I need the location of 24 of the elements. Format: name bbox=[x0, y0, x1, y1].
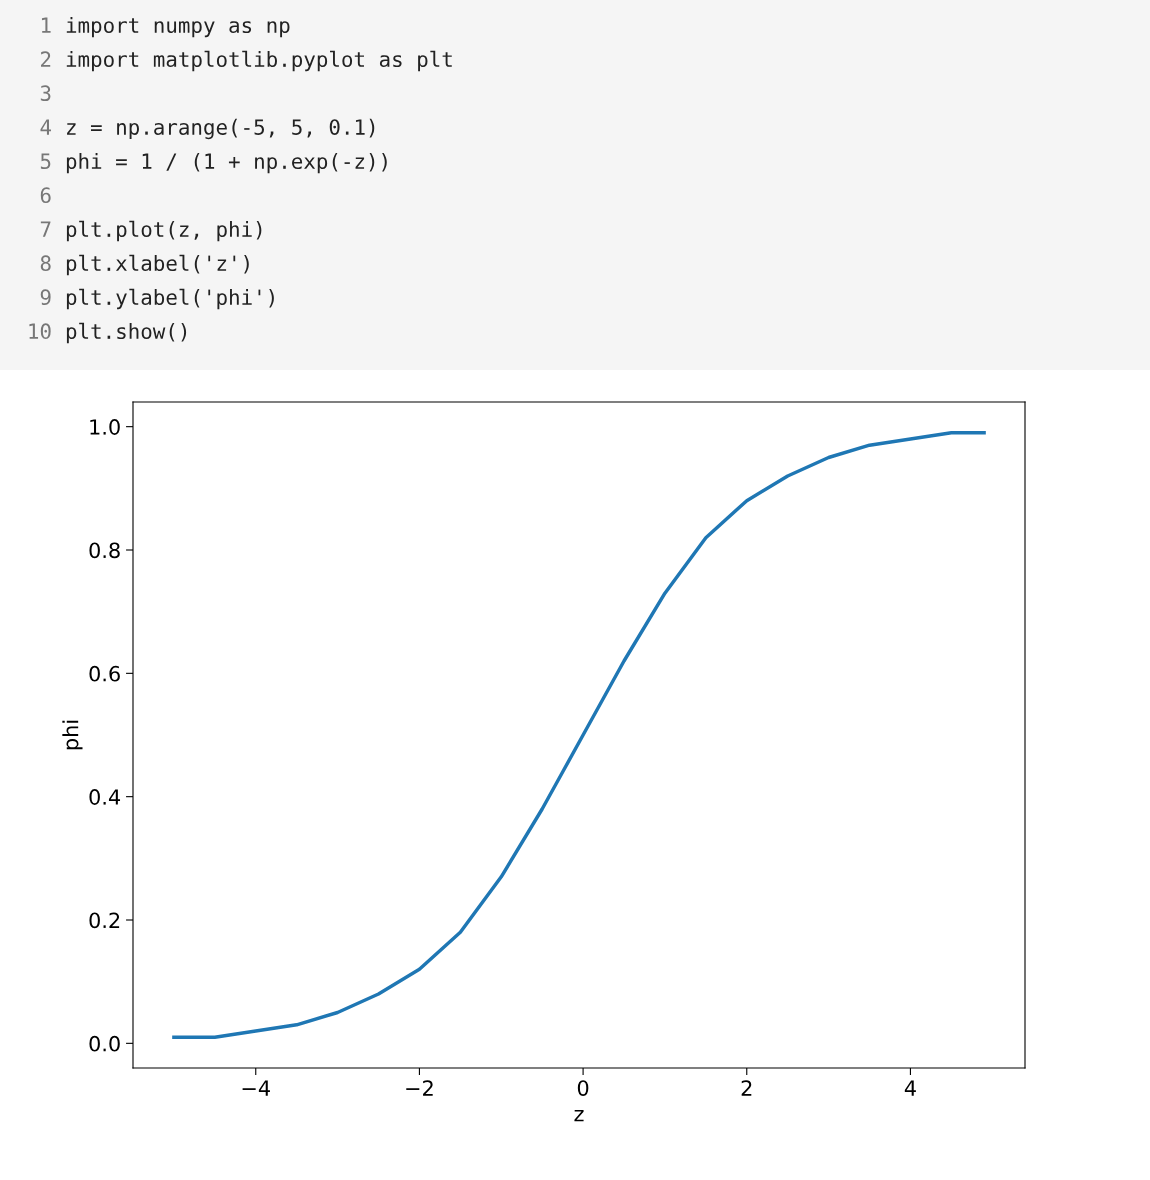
text: 9 plt.ylabel('phi') bbox=[40, 288, 274, 310]
text: 5 phi = 1 / (1 + np.exp(-z)) bbox=[40, 152, 387, 174]
y-tick-label: 0.2 bbox=[89, 912, 120, 929]
x-tick-label: −2 bbox=[406, 1080, 433, 1096]
text: 4 z = np.arange(-5, 5, 0.1) bbox=[40, 118, 375, 140]
line-series bbox=[172, 431, 986, 1039]
y-tick-label: 0.0 bbox=[89, 1035, 120, 1052]
text: 8 plt.xlabel('z') bbox=[40, 254, 249, 276]
x-tick-label: 2 bbox=[741, 1080, 752, 1096]
y-tick-label: 1.0 bbox=[90, 419, 120, 435]
x-axis-title: z bbox=[574, 1109, 584, 1122]
y-tick-label: 0.4 bbox=[89, 789, 121, 805]
text: 3 bbox=[40, 85, 51, 102]
y-axis-title: phi bbox=[62, 720, 83, 750]
text: 1 import numpy as np bbox=[41, 16, 290, 38]
text: 7 plt.plot(z, phi) bbox=[40, 220, 262, 242]
text: 2 import matplotlib.pyplot as plt bbox=[41, 50, 452, 72]
text: 6 bbox=[40, 187, 51, 204]
x-tick-label: −4 bbox=[242, 1080, 270, 1096]
x-tick-label: 0 bbox=[577, 1080, 589, 1096]
x-tick-label: 4 bbox=[904, 1080, 916, 1096]
y-tick-label: 0.8 bbox=[89, 542, 120, 559]
y-tick-label: 0.6 bbox=[89, 665, 120, 682]
text: 10 plt.show() bbox=[29, 322, 187, 344]
